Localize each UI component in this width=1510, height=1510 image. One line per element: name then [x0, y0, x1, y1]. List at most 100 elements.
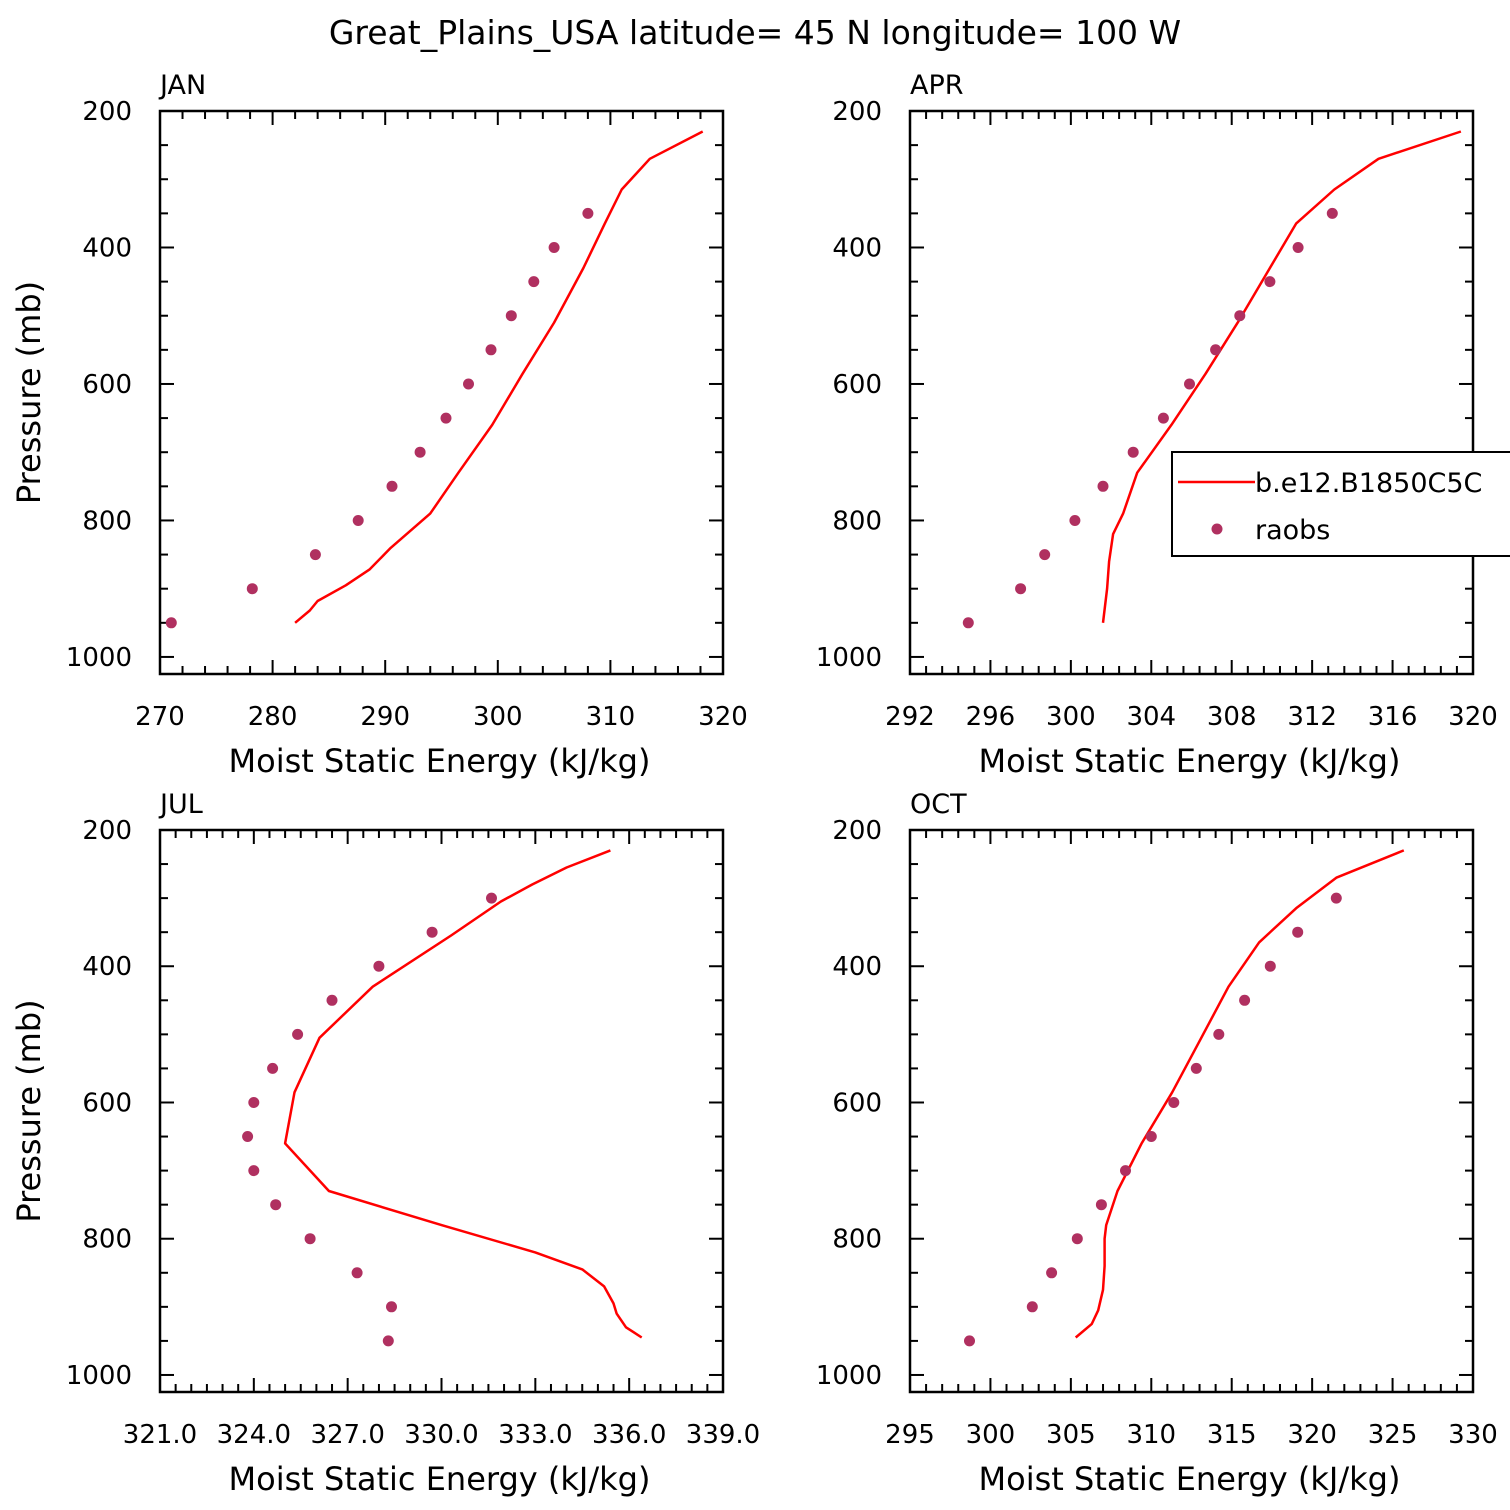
obs-point [1190, 1062, 1202, 1074]
obs-point [1168, 1097, 1180, 1108]
y-axis-label: Pressure (mb) [10, 281, 48, 504]
x-tick-label: 324.0 [217, 1420, 291, 1450]
obs-point [246, 583, 258, 595]
y-tick-label: 800 [832, 506, 882, 536]
obs-point [386, 480, 398, 492]
panel-jan: JAN 270 280 290 300 310 320 200 400 600 800 1000 Moi… [10, 70, 748, 780]
y-tick-label: 1000 [66, 643, 132, 673]
x-tick-label: 320 [1448, 702, 1498, 732]
x-axis-label: Moist Static Energy (kJ/kg) [979, 1460, 1401, 1498]
x-tick-label: 304 [1126, 702, 1176, 732]
obs-point [1120, 1165, 1131, 1177]
panel-oct: OCT 295 300 305 310 315 320 325 330 200 400 600 800 1… [816, 789, 1498, 1498]
obs-point [1264, 960, 1276, 972]
x-tick-label: 300 [1046, 702, 1096, 732]
x-tick-label: 315 [1207, 1420, 1257, 1450]
obs-point [352, 515, 364, 526]
x-tick-label: 330.0 [404, 1420, 478, 1450]
x-tick-label: 320 [698, 702, 748, 732]
obs-point [426, 926, 438, 938]
obs-point [1292, 242, 1304, 253]
obs-point [165, 617, 177, 629]
legend-label-obs: raobs [1255, 515, 1330, 546]
x-tick-label: 310 [586, 702, 636, 732]
y-tick-label: 200 [832, 97, 882, 127]
obs-point [373, 960, 385, 972]
obs-point [1264, 276, 1276, 288]
y-tick-label: 400 [832, 233, 882, 263]
x-tick-label: 320 [1287, 1420, 1337, 1450]
y-tick-label: 400 [82, 952, 132, 982]
panel-label: APR [910, 70, 964, 101]
obs-point [1069, 515, 1081, 526]
x-tick-label: 270 [135, 702, 185, 732]
y-tick-label: 200 [82, 97, 132, 127]
y-tick-label: 600 [82, 370, 132, 400]
x-tick-label: 292 [885, 702, 935, 732]
x-tick-label: 327.0 [310, 1420, 384, 1450]
y-tick-label: 600 [832, 1088, 882, 1118]
panel-label: OCT [910, 789, 967, 820]
obs-point [486, 892, 497, 904]
obs-point [1213, 1028, 1225, 1040]
y-tick-label: 1000 [816, 1361, 882, 1391]
y-tick-label: 400 [832, 952, 882, 982]
x-axis-label: Moist Static Energy (kJ/kg) [229, 742, 651, 780]
x-tick-label: 310 [1126, 1420, 1176, 1450]
obs-point [1071, 1233, 1083, 1245]
x-tick-label: 321.0 [123, 1420, 197, 1450]
y-tick-label: 400 [82, 233, 132, 263]
obs-point [1095, 1199, 1107, 1211]
plot-frame [158, 828, 725, 1394]
obs-point [326, 994, 338, 1006]
obs-point [1026, 1301, 1038, 1313]
obs-point [1239, 994, 1251, 1006]
obs-point [382, 1335, 394, 1347]
obs-point [248, 1165, 260, 1177]
y-axis-label: Pressure (mb) [10, 999, 48, 1222]
obs-point [351, 1267, 363, 1279]
model-line [294, 130, 704, 624]
obs-point [309, 549, 321, 561]
figure-title: Great_Plains_USA latitude= 45 N longitud… [329, 13, 1181, 52]
obs-point [304, 1233, 316, 1245]
x-axis-label: Moist Static Energy (kJ/kg) [229, 1460, 651, 1498]
obs-point [528, 276, 540, 288]
panel-jul: JUL 321.0 324.0 327.0 330.0 333.0 336.0 339.0 20… [10, 789, 760, 1498]
obs-point [248, 1097, 260, 1108]
panel-label: JUL [158, 789, 203, 820]
y-tick-label: 800 [82, 1225, 132, 1255]
obs-point [485, 344, 497, 356]
x-tick-label: 300 [473, 702, 523, 732]
x-tick-label: 325 [1368, 1420, 1418, 1450]
panels: JAN 270 280 290 300 310 320 200 400 600 800 1000 Moi… [10, 70, 1498, 1498]
y-tick-label: 1000 [66, 1361, 132, 1391]
y-tick-label: 1000 [816, 643, 882, 673]
obs-point [1039, 549, 1051, 561]
x-tick-label: 295 [885, 1420, 935, 1450]
obs-point [1326, 207, 1338, 219]
obs-point [242, 1131, 254, 1142]
obs-point [962, 617, 974, 629]
y-tick-label: 200 [82, 816, 132, 846]
y-tick-label: 600 [832, 370, 882, 400]
legend-box [1171, 451, 1510, 557]
obs-point [440, 412, 452, 424]
obs-point [1157, 412, 1169, 424]
obs-point [270, 1199, 282, 1211]
obs-point [1015, 583, 1027, 595]
obs-point [505, 310, 517, 322]
obs-point [386, 1301, 397, 1313]
legend-label-model: b.e12.B1850C5C [1255, 468, 1482, 499]
x-tick-label: 300 [966, 1420, 1016, 1450]
plot-frame [908, 828, 1475, 1394]
obs-point [1145, 1131, 1157, 1142]
obs-point [1210, 344, 1222, 356]
obs-point [1292, 926, 1304, 938]
x-tick-label: 333.0 [498, 1420, 572, 1450]
obs-point [414, 446, 426, 458]
x-tick-label: 312 [1287, 702, 1337, 732]
y-tick-label: 800 [832, 1225, 882, 1255]
plot-frame [908, 109, 1475, 676]
panel-label: JAN [158, 70, 206, 101]
